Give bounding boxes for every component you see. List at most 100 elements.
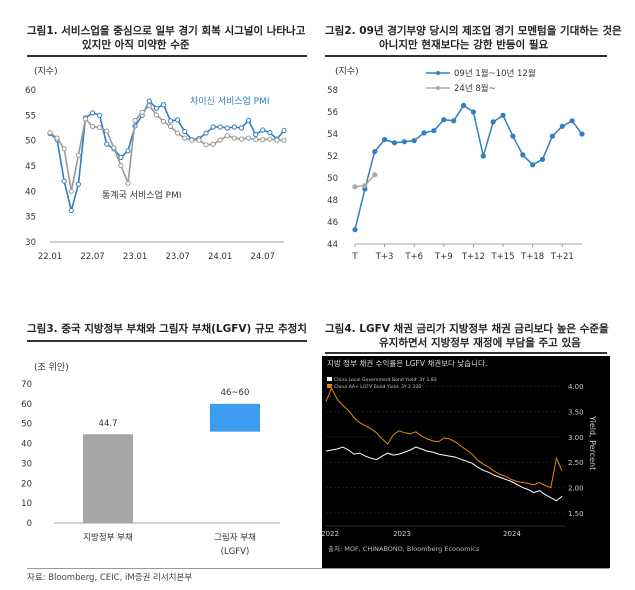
y-tick-label: 2.00 (568, 485, 584, 493)
x-tick-label: T+3 (375, 252, 394, 262)
x-tick-label: 2022 (321, 530, 339, 538)
series-1-point (238, 125, 245, 131)
chart1-title-rule (27, 55, 307, 57)
category-sublabel: (LGFV) (221, 547, 250, 557)
chart3-y-axis-label: (조 위안) (34, 362, 69, 373)
y-tick-label: 30 (25, 238, 36, 248)
chart2-legend: 09년 1월~10년 12월 24년 8월~ (426, 68, 536, 94)
series-1-point (559, 123, 565, 129)
chart4-legend-label-lgfv: China AA+ LGFV Bond Yield: 3Y 2.328 (334, 384, 421, 390)
series-2-point (362, 183, 368, 189)
series-2-point (352, 184, 358, 190)
chart3-title: 그림3. 중국 지방정부 부채와 그림자 부채(LGFV) 규모 추정치 (27, 323, 307, 335)
y-tick-label: 52 (327, 152, 338, 162)
y-tick-label: 46 (327, 218, 338, 228)
series-2-point (47, 129, 53, 136)
series-2-point (372, 172, 378, 178)
y-tick-label: 10 (21, 499, 32, 509)
y-tick-label: 54 (327, 130, 338, 140)
y-tick-label: 50 (25, 137, 36, 147)
chart1-title-line2: 있지만 아직 미약한 수준 (82, 39, 190, 51)
series-1-point (203, 130, 209, 136)
series-1-point (175, 117, 181, 123)
series-1-point (500, 112, 506, 118)
y-tick-label: 4.00 (568, 383, 584, 391)
y-tick-label: 60 (21, 400, 32, 410)
series-1-point (549, 133, 555, 139)
series-2-point (175, 130, 181, 136)
chart4-source: 출처: MOF, CHINABOND, Bloomberg Economics (328, 544, 480, 553)
chart1-title-line1: 그림1. 서비스업을 중심으로 일부 경기 회복 시그널이 나타나고 (27, 25, 306, 37)
series-1-point (267, 129, 273, 136)
series-1-point (61, 178, 67, 184)
x-tick-label: T+12 (461, 252, 485, 262)
chart4-legend: China Local Government Bond Yield: 3Y 1.… (327, 377, 437, 390)
chart2-legend-marker-2009 (436, 71, 440, 75)
series-2-point (82, 116, 89, 122)
series-2-point (160, 118, 167, 125)
series-1-point (530, 162, 536, 168)
series-1-point (210, 124, 216, 130)
series-2-point (104, 128, 110, 134)
series-2-point (153, 112, 159, 118)
series-line-1 (325, 446, 563, 502)
chart2-title-rule (325, 55, 607, 57)
series-1-point (460, 102, 467, 109)
series-2-point (61, 146, 67, 152)
series-2-point (231, 135, 237, 141)
series-1-point (431, 128, 437, 134)
y-tick-label: 55 (25, 111, 36, 121)
series-2-point (245, 135, 252, 141)
series-2-point (210, 141, 216, 147)
series-1-point (490, 119, 496, 125)
series-2-point (217, 137, 223, 143)
series-2-point (132, 117, 138, 124)
series-1-point (372, 149, 378, 155)
chart4-legend-swatch-local (327, 377, 332, 381)
x-tick-label: T+15 (490, 252, 514, 262)
chart1-series-label-caixin: 차이신 서비스업 PMI (190, 95, 270, 107)
series-1-point (281, 127, 287, 134)
category-label: 그림자 부채 (214, 532, 256, 543)
series-2-point (139, 109, 145, 115)
series-2-point (125, 180, 131, 186)
y-tick-label: 56 (327, 108, 338, 118)
series-1-point (401, 139, 407, 145)
y-tick-label: 48 (327, 196, 338, 206)
series-1-point (451, 118, 457, 124)
chart2-title-line1: 그림2. 09년 경기부양 당시의 제조업 경기 모멘텀을 기대하는 것은 (325, 25, 622, 37)
series-2-point (281, 137, 287, 143)
y-tick-label: 20 (21, 479, 32, 489)
y-tick-label: 40 (21, 440, 32, 450)
y-tick-label: 1.50 (568, 510, 584, 518)
series-2-point (189, 137, 195, 143)
series-2-point (196, 137, 202, 143)
series-1-point (441, 117, 447, 123)
series-2-point (224, 133, 230, 139)
chart3-svg: (조 위안) 0 10 20 30 40 50 60 70 44.7 46~60 지방정부 부채… (21, 362, 280, 557)
series-1-point (520, 152, 526, 158)
y-tick-label: 58 (327, 86, 338, 96)
series-1-point (97, 112, 103, 118)
bar-local-government-debt (83, 434, 133, 523)
chart4-title-rule (325, 352, 607, 354)
series-1-point (160, 102, 167, 108)
chart4-svg: 지방 정부 채권 수익률은 LGFV 채권보다 낮습니다. China Loca… (321, 356, 610, 568)
x-tick-label: T+21 (550, 252, 574, 262)
series-2-point (260, 137, 266, 143)
chart4-header: 지방 정부 채권 수익률은 LGFV 채권보다 낮습니다. (327, 358, 487, 368)
series-1-point (167, 118, 174, 124)
series-1-point (89, 110, 96, 116)
x-tick-label: T+6 (404, 252, 423, 262)
y-tick-label: 44 (327, 240, 338, 250)
x-tick-label: 2023 (393, 530, 411, 538)
series-line-2 (49, 104, 284, 192)
series-1-point (480, 153, 486, 159)
y-tick-label: 60 (25, 86, 36, 96)
chart1-y-axis-label: (지수) (34, 66, 58, 77)
y-tick-label: 30 (21, 459, 32, 469)
series-2-point (238, 136, 245, 142)
chart2-y-axis-label: (지수) (335, 66, 359, 77)
y-tick-label: 40 (25, 187, 36, 197)
bar-lgfv-range (210, 403, 260, 432)
